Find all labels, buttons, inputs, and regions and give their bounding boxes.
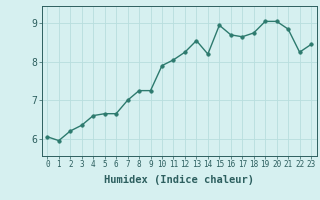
X-axis label: Humidex (Indice chaleur): Humidex (Indice chaleur)	[104, 175, 254, 185]
